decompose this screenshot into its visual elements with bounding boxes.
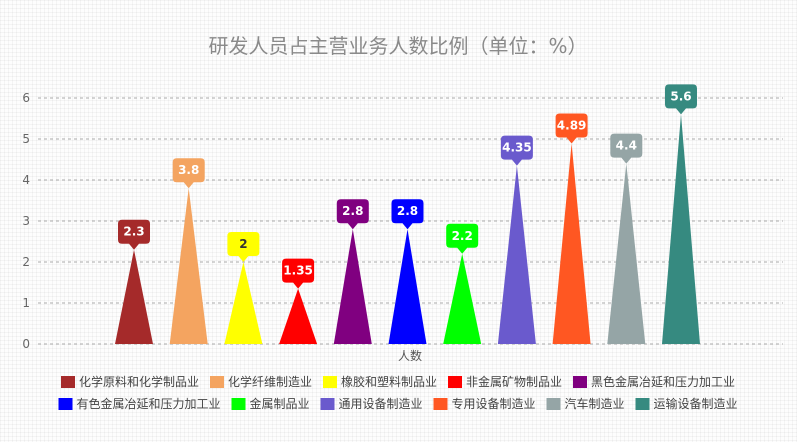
data-label-bubble bbox=[391, 199, 424, 230]
legend-swatch bbox=[210, 376, 224, 388]
bar[interactable] bbox=[552, 143, 591, 344]
legend-label: 通用设备制造业 bbox=[339, 397, 423, 411]
legend-item[interactable]: 橡胶和塑料制品业 bbox=[323, 374, 437, 389]
data-label: 4.89 bbox=[557, 119, 587, 133]
legend-item[interactable]: 金属制品业 bbox=[231, 396, 310, 411]
bar[interactable] bbox=[607, 163, 646, 344]
data-label-bubble bbox=[227, 232, 260, 262]
legend-item[interactable]: 汽车制造业 bbox=[546, 396, 625, 411]
legend-swatch bbox=[546, 398, 561, 410]
y-tick-label: 4 bbox=[22, 173, 30, 187]
data-label: 3.8 bbox=[178, 163, 199, 177]
legend-swatch bbox=[231, 398, 246, 410]
y-tick-label: 0 bbox=[22, 337, 30, 351]
data-label-bubble bbox=[172, 158, 205, 189]
bar[interactable] bbox=[333, 229, 372, 344]
data-label: 2.8 bbox=[397, 204, 418, 218]
y-axis: 0 1 2 3 4 5 6 bbox=[22, 91, 30, 351]
legend-label: 有色金属冶延和压力加工业 bbox=[77, 396, 221, 411]
y-tick-label: 5 bbox=[22, 132, 30, 146]
data-label-bubble bbox=[282, 258, 315, 289]
legend-label: 非金属矿物制品业 bbox=[466, 374, 562, 389]
data-label: 4.35 bbox=[502, 141, 532, 155]
bar[interactable] bbox=[497, 165, 536, 344]
data-label-bubble bbox=[446, 223, 479, 254]
legend-label: 黑色金属冶延和压力加工业 bbox=[591, 374, 735, 389]
legend-swatch bbox=[635, 398, 650, 410]
data-label-bubble bbox=[500, 135, 533, 166]
legend-item[interactable]: 化学原料和化学制品业 bbox=[61, 374, 199, 389]
y-tick-label: 3 bbox=[22, 214, 30, 228]
data-label: 1.35 bbox=[283, 264, 313, 278]
legend-label: 橡胶和塑料制品业 bbox=[341, 374, 437, 389]
y-tick-label: 2 bbox=[22, 255, 30, 269]
legend-label: 化学纤维制造业 bbox=[228, 374, 312, 389]
legend-label: 运输设备制造业 bbox=[654, 396, 738, 411]
legend-label: 专用设备制造业 bbox=[452, 396, 536, 411]
data-label-bubble bbox=[336, 199, 369, 230]
bar[interactable] bbox=[115, 249, 153, 344]
x-axis-label: 人数 bbox=[398, 348, 422, 363]
legend: 化学原料和化学制品业 化学纤维制造业 橡胶和塑料制品业 非金属矿物制品业 黑色金属冶延和… bbox=[58, 374, 738, 411]
y-tick-label: 6 bbox=[22, 91, 30, 105]
data-label-bubble bbox=[610, 133, 643, 164]
data-label: 2.8 bbox=[342, 204, 363, 218]
bar[interactable] bbox=[224, 262, 263, 344]
legend-item[interactable]: 黑色金属冶延和压力加工业 bbox=[573, 374, 735, 389]
legend-swatch bbox=[61, 376, 75, 388]
legend-swatch bbox=[58, 398, 73, 410]
data-label: 2.3 bbox=[123, 225, 144, 239]
bar[interactable] bbox=[662, 114, 700, 345]
legend-label: 汽车制造业 bbox=[565, 396, 625, 411]
data-label: 2.2 bbox=[452, 229, 473, 243]
bar[interactable] bbox=[169, 188, 208, 344]
bar[interactable] bbox=[279, 288, 318, 344]
data-label: 4.4 bbox=[616, 139, 637, 153]
legend-item[interactable]: 通用设备制造业 bbox=[320, 397, 423, 411]
legend-item[interactable]: 非金属矿物制品业 bbox=[448, 374, 562, 389]
legend-swatch bbox=[433, 398, 448, 410]
legend-swatch bbox=[448, 376, 462, 388]
data-label: 5.6 bbox=[670, 89, 691, 103]
legend-swatch bbox=[573, 376, 587, 388]
y-tick-label: 1 bbox=[22, 296, 30, 310]
legend-item[interactable]: 化学纤维制造业 bbox=[210, 374, 312, 389]
legend-label: 金属制品业 bbox=[250, 396, 310, 411]
bar[interactable] bbox=[388, 229, 427, 344]
data-label-bubble bbox=[555, 113, 588, 144]
legend-swatch bbox=[323, 376, 337, 388]
legend-item[interactable]: 有色金属冶延和压力加工业 bbox=[58, 396, 221, 411]
legend-label: 化学原料和化学制品业 bbox=[79, 374, 199, 389]
data-label-bubble bbox=[118, 219, 150, 250]
legend-swatch bbox=[320, 398, 335, 410]
chart-title: 研发人员占主营业务人数比例（单位：%） bbox=[208, 34, 587, 58]
data-label: 2 bbox=[239, 237, 247, 251]
bars: 2.3 3.8 2 1.35 2.8 2.8 2.2 4.35 4.89 4.4 5.6 bbox=[115, 84, 700, 345]
legend-item[interactable]: 专用设备制造业 bbox=[433, 396, 536, 411]
data-label-bubble bbox=[665, 84, 697, 115]
legend-item[interactable]: 运输设备制造业 bbox=[635, 396, 738, 411]
bar[interactable] bbox=[443, 253, 482, 344]
